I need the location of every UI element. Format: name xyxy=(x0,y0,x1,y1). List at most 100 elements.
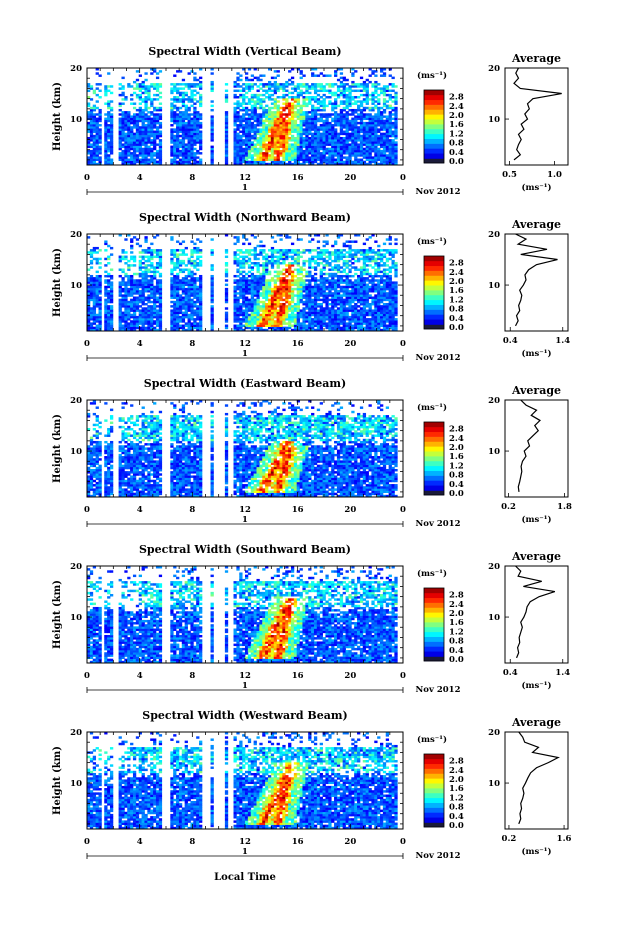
heatmap-cell xyxy=(262,124,266,127)
heatmap-cell xyxy=(351,147,355,151)
heatmap-cell xyxy=(233,305,237,308)
heatmap-cell xyxy=(305,87,309,90)
heatmap-cell xyxy=(245,292,249,295)
heatmap-cell xyxy=(89,290,94,293)
colorbar-segment xyxy=(424,124,444,130)
heatmap-cell xyxy=(382,132,387,136)
heatmap-cell xyxy=(138,255,142,259)
heatmap-cell xyxy=(276,328,280,332)
heatmap-cell xyxy=(130,126,134,129)
heatmap-cell xyxy=(178,320,183,323)
heatmap-cell xyxy=(158,296,163,299)
heatmap-cell xyxy=(196,315,200,319)
heatmap-cell xyxy=(374,154,378,157)
heatmap-cell xyxy=(109,281,114,284)
heatmap-cell xyxy=(256,141,260,144)
heatmap-cell xyxy=(276,272,280,276)
heatmap-cell xyxy=(334,132,338,136)
heatmap-cell xyxy=(130,143,134,146)
heatmap-cell xyxy=(95,326,99,330)
heatmap-cell xyxy=(247,281,252,284)
heatmap-cell xyxy=(279,106,283,110)
heatmap-cell xyxy=(282,85,286,88)
heatmap-cell xyxy=(328,147,332,151)
heatmap-cell xyxy=(210,315,214,319)
heatmap-cell xyxy=(265,307,269,310)
heatmap-cell xyxy=(153,126,157,129)
heatmap-cell xyxy=(285,322,289,325)
heatmap-cell xyxy=(382,108,387,112)
heatmap-cell xyxy=(328,136,332,140)
heatmap-cell xyxy=(144,320,148,323)
heatmap-cell xyxy=(210,87,214,90)
heatmap-cell xyxy=(193,296,197,299)
heatmap-cell xyxy=(368,156,372,159)
heatmap-cell xyxy=(178,121,183,125)
heatmap-cell xyxy=(270,294,275,297)
heatmap-cell xyxy=(239,272,243,276)
heatmap-cell xyxy=(193,115,197,118)
heatmap-cell xyxy=(170,272,174,276)
heatmap-cell xyxy=(305,259,309,263)
heatmap-cell xyxy=(132,298,137,302)
heatmap-cell xyxy=(87,96,91,99)
heatmap-cell xyxy=(253,100,257,103)
heatmap-cell xyxy=(158,272,163,276)
heatmap-cell xyxy=(279,85,283,88)
heatmap-cell xyxy=(141,87,145,90)
heatmap-cell xyxy=(293,320,298,323)
heatmap-cell xyxy=(132,324,137,327)
heatmap-cell xyxy=(394,160,398,164)
heatmap-cell xyxy=(302,154,306,157)
heatmap-cell xyxy=(259,249,263,252)
heatmap-cell xyxy=(98,158,102,161)
heatmap-cell xyxy=(313,106,318,110)
heatmap-cell xyxy=(210,300,214,304)
heatmap-cell xyxy=(245,117,249,121)
heatmap-cell xyxy=(345,87,349,90)
heatmap-cell xyxy=(155,108,160,112)
heatmap-cell xyxy=(394,98,398,101)
heatmap-cell xyxy=(132,328,137,332)
heatmap-cell xyxy=(132,154,137,157)
heatmap-cell xyxy=(265,145,269,149)
heatmap-cell xyxy=(282,277,286,280)
heatmap-cell xyxy=(150,277,154,280)
heatmap-cell xyxy=(210,326,214,330)
heatmap-cell xyxy=(247,313,252,317)
heatmap-cell xyxy=(127,274,131,278)
heatmap-cell xyxy=(224,274,229,278)
heatmap-cell xyxy=(259,307,263,310)
heatmap-cell xyxy=(127,287,131,291)
heatmap-cell xyxy=(210,238,214,241)
heatmap-cell xyxy=(121,145,125,149)
heatmap-cell xyxy=(92,134,97,138)
heatmap-cell xyxy=(196,322,200,325)
heatmap-cell xyxy=(95,156,99,159)
heatmap-cell xyxy=(89,85,94,88)
heatmap-cell xyxy=(190,149,194,153)
heatmap-cell xyxy=(322,147,326,151)
heatmap-cell xyxy=(288,285,292,289)
heatmap-cell xyxy=(288,108,292,112)
heatmap-cell xyxy=(147,93,151,97)
heatmap-cell xyxy=(256,253,260,256)
heatmap-cell xyxy=(124,285,128,289)
heatmap-cell xyxy=(331,113,335,116)
heatmap-cell xyxy=(107,318,111,321)
heatmap-cell xyxy=(308,318,312,321)
heatmap-cell xyxy=(187,315,191,319)
heatmap-cell xyxy=(296,100,300,103)
heatmap-cell xyxy=(170,294,174,297)
heatmap-cell xyxy=(242,234,246,237)
heatmap-cell xyxy=(299,328,303,332)
heatmap-cell xyxy=(193,283,197,287)
heatmap-cell xyxy=(325,158,329,161)
heatmap-cell xyxy=(282,124,286,127)
heatmap-cell xyxy=(256,266,260,269)
heatmap-cell xyxy=(374,115,378,118)
heatmap-cell xyxy=(325,152,329,155)
heatmap-cell xyxy=(107,124,111,127)
heatmap-cell xyxy=(107,119,111,123)
heatmap-cell xyxy=(138,154,142,157)
